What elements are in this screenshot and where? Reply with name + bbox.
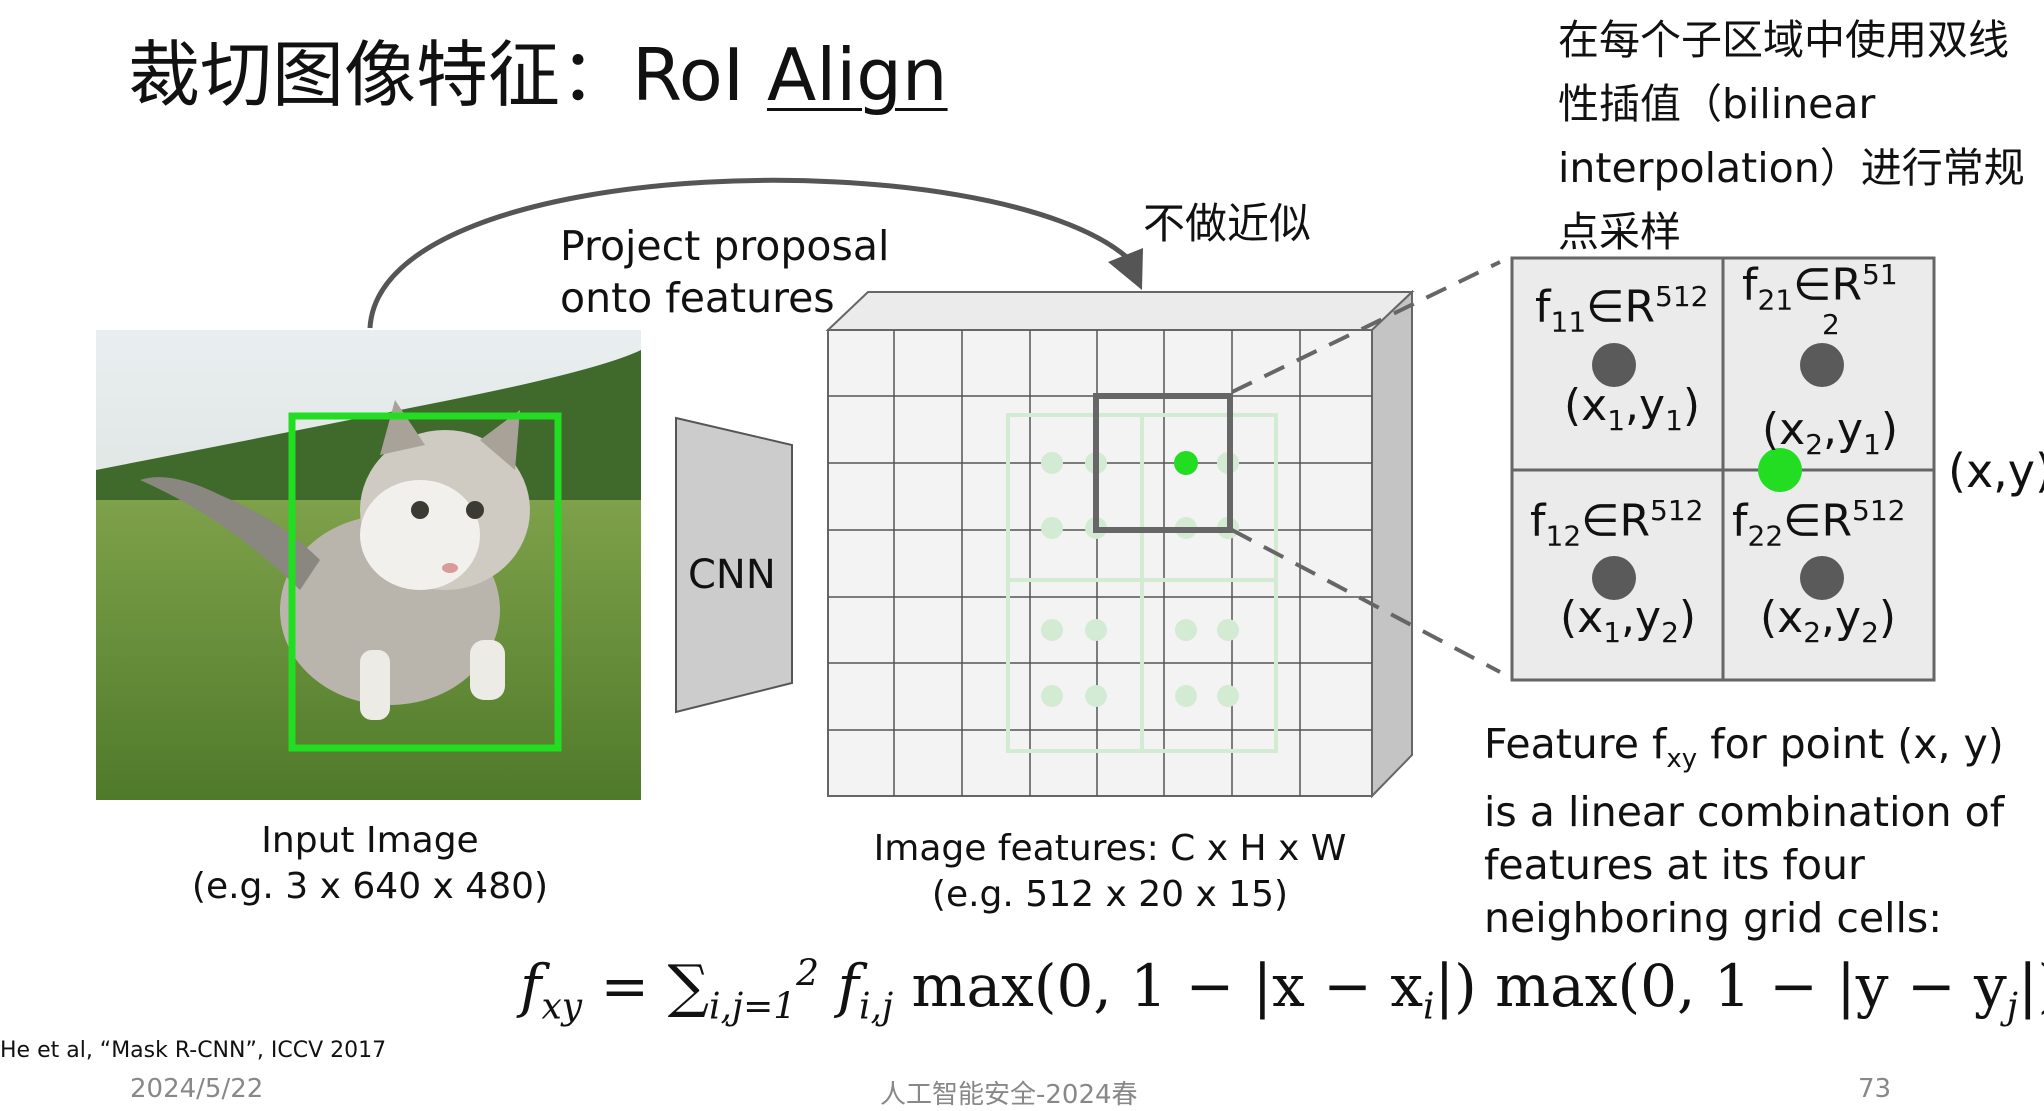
projection-arrow (367, 177, 1132, 329)
cell-coord-21: (x2,y1) (1762, 404, 1899, 461)
zoomed-grid (1510, 256, 1936, 682)
bilinear-note: 在每个子区域中使用双线性插值（bilinear interpolation）进行… (1558, 16, 2025, 256)
footer-date: 2024/5/22 (130, 1074, 264, 1104)
cell-label-f22: f22∈R512 (1732, 494, 1906, 553)
title-prefix: 裁切图像特征：RoI (128, 33, 767, 117)
features-caption: Image features: C x H x W (e.g. 512 x 20… (850, 826, 1370, 918)
zoom-line-top (1231, 260, 1501, 394)
cell-label-f21-sup-wrap: 2 (1822, 308, 1840, 341)
project-label: Project proposal onto features (560, 220, 889, 324)
cell-label-f21: f21∈R51 (1742, 258, 1898, 317)
cnn-label: CNN (688, 552, 776, 598)
query-point (1758, 448, 1802, 492)
citation: He et al, “Mask R-CNN”, ICCV 2017 (0, 1038, 387, 1063)
title-align-link[interactable]: Align (766, 33, 948, 117)
no-approx-label: 不做近似 (1143, 199, 1312, 248)
roi-box (288, 412, 562, 752)
neighbor-dot-12 (1592, 556, 1636, 600)
features-caption-line2: (e.g. 512 x 20 x 15) (931, 874, 1289, 915)
sample-cell-box (1093, 393, 1233, 533)
cnn-block (675, 416, 793, 714)
kitten-tail (140, 477, 320, 590)
cell-label-f11: f11∈R512 (1535, 280, 1709, 339)
sample-point (1174, 451, 1198, 475)
project-label-line1: Project proposal (560, 222, 890, 270)
slide-title: 裁切图像特征：RoI Align (128, 30, 948, 120)
cell-label-f12: f12∈R512 (1530, 494, 1704, 553)
point-label: (x,y) (1948, 444, 2044, 498)
cell-coord-22: (x2,y2) (1760, 592, 1897, 649)
neighbor-dot-11 (1592, 343, 1636, 387)
footer-page-number: 73 (1858, 1074, 1892, 1104)
feature-volume (825, 289, 1415, 799)
input-caption-line2: (e.g. 3 x 640 x 480) (191, 866, 549, 907)
features-caption-line1: Image features: C x H x W (873, 828, 1347, 869)
zoom-line-bottom (1231, 528, 1501, 674)
bilinear-formula: fxy = ∑i,j=12 fi,j max(0, 1 − |x − xi|) … (520, 952, 2044, 1028)
neighbor-dot-22 (1800, 556, 1844, 600)
input-caption-line1: Input Image (261, 820, 479, 861)
cell-coord-12: (x1,y2) (1560, 592, 1697, 649)
arrow-head-icon (1108, 248, 1143, 290)
cell-coord-11: (x1,y1) (1564, 380, 1701, 437)
input-image (96, 330, 641, 800)
project-label-line2: onto features (560, 274, 835, 322)
feature-description: Feature fxy for point (x, y) is a linear… (1484, 720, 2005, 943)
neighbor-dot-21 (1800, 343, 1844, 387)
input-caption: Input Image (e.g. 3 x 640 x 480) (170, 818, 570, 910)
footer-course: 人工智能安全-2024春 (880, 1080, 1138, 1110)
